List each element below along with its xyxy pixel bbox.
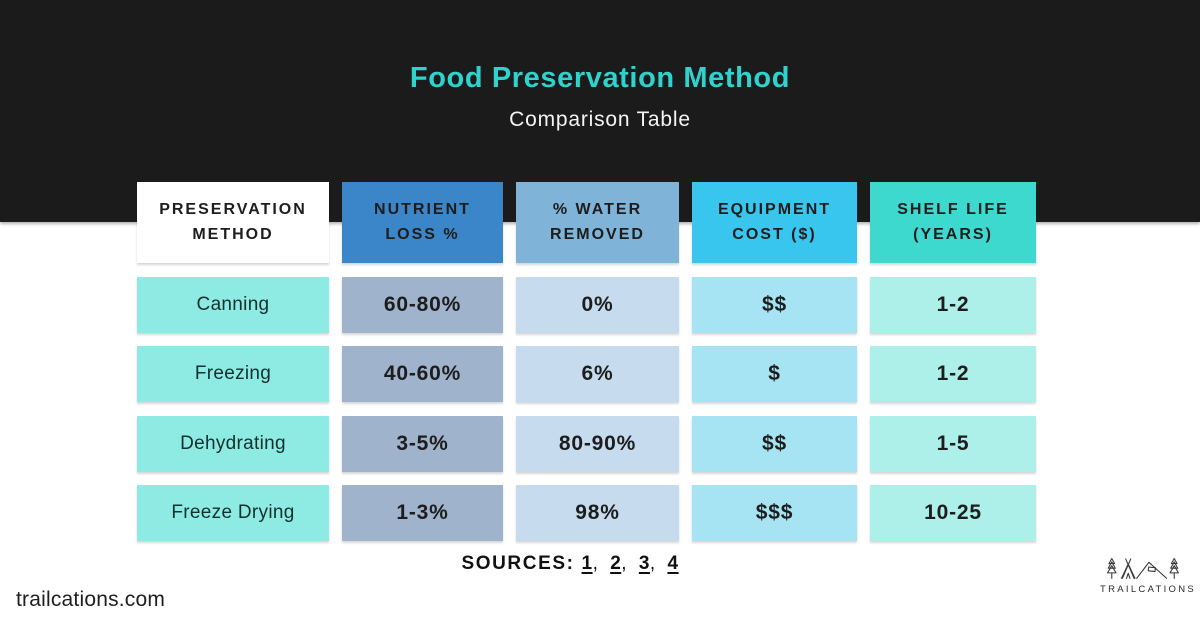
cell-freeze-drying-shelf-life: 10-25 [870, 485, 1036, 541]
cell-freezing-nutrient-loss: 40-60% [342, 346, 503, 402]
source-link-2[interactable]: 2 [610, 553, 622, 574]
website-text: trailcations.com [16, 588, 166, 611]
cell-canning-water-removed: 0% [516, 276, 679, 333]
sources-links: 1, 2, 3, 4 [581, 553, 679, 574]
cell-freeze-drying-nutrient-loss: 1-3% [342, 485, 503, 541]
cell-canning-nutrient-loss: 60-80% [342, 276, 503, 333]
cell-dehydrating-water-removed: 80-90% [516, 415, 679, 472]
column-header-shelf-life: SHELF LIFE (YEARS) [870, 182, 1036, 263]
sources-line: SOURCES: 1, 2, 3, 4 [0, 553, 1140, 575]
cell-dehydrating-shelf-life: 1-5 [870, 415, 1036, 472]
cell-canning-shelf-life: 1-2 [870, 276, 1036, 333]
column-header-water-removed: % WATER REMOVED [516, 182, 679, 263]
cell-dehydrating-method: Dehydrating [137, 415, 329, 472]
cell-freeze-drying-water-removed: 98% [516, 485, 679, 541]
cell-freeze-drying-method: Freeze Drying [137, 485, 329, 541]
brand-logo: TRAILCATIONS [1100, 556, 1197, 595]
sources-label: SOURCES: [461, 553, 575, 574]
column-header-equipment-cost: EQUIPMENT COST ($) [692, 182, 857, 263]
comparison-table: PRESERVATION METHOD NUTRIENT LOSS % % WA… [137, 182, 1036, 541]
page-title: Food Preservation Method [409, 62, 791, 94]
cell-canning-method: Canning [137, 276, 329, 333]
page-subtitle: Comparison Table [509, 108, 691, 131]
cell-canning-equipment-cost: $$ [692, 276, 857, 333]
cell-freeze-drying-equipment-cost: $$$ [692, 485, 857, 541]
tent-and-trees-icon [1100, 556, 1186, 583]
cell-freezing-water-removed: 6% [516, 346, 679, 402]
source-link-1[interactable]: 1 [581, 553, 593, 574]
cell-dehydrating-equipment-cost: $$ [692, 415, 857, 472]
column-header-nutrient-loss: NUTRIENT LOSS % [342, 182, 503, 263]
cell-freezing-method: Freezing [137, 346, 329, 402]
cell-dehydrating-nutrient-loss: 3-5% [342, 415, 503, 472]
cell-freezing-shelf-life: 1-2 [870, 346, 1036, 402]
column-header-preservation-method: PRESERVATION METHOD [137, 182, 329, 263]
source-link-4[interactable]: 4 [667, 553, 679, 574]
cell-freezing-equipment-cost: $ [692, 346, 857, 402]
brand-name: TRAILCATIONS [1100, 584, 1197, 595]
source-link-3[interactable]: 3 [638, 553, 650, 574]
